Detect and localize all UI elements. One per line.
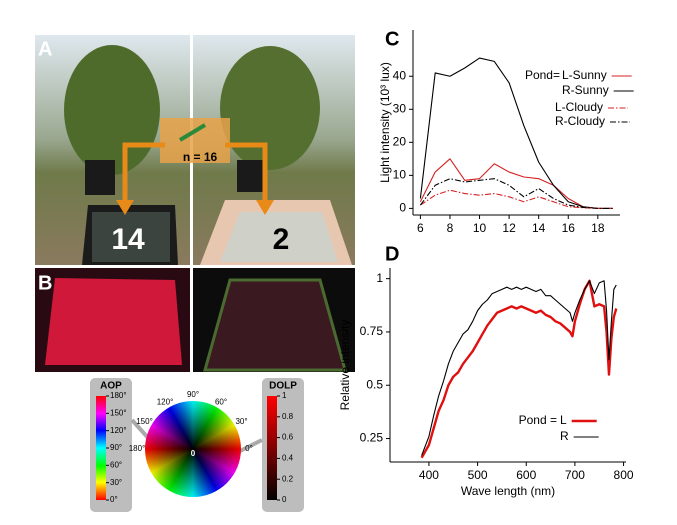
series-line [420, 189, 613, 209]
series-line [420, 279, 618, 459]
legend-label: R [560, 429, 569, 443]
aop-tick-label: 120° [110, 426, 127, 435]
x-tick-label: 600 [516, 468, 536, 482]
aop-bar [96, 396, 106, 500]
x-tick-label: 10 [473, 221, 487, 235]
dolp-tick-label: 0.2 [282, 474, 294, 483]
y-tick-label: 0 [399, 201, 406, 215]
dolp-tick-label: 1 [282, 391, 287, 400]
n-label: n = 16 [183, 150, 218, 164]
panel-label: D [385, 243, 399, 265]
wheel-center-label: 0 [191, 449, 196, 458]
aop-tick-label: 150° [110, 408, 127, 417]
dolp-title: DOLP [269, 381, 297, 392]
panel-label: C [385, 28, 399, 50]
color-wheel [145, 401, 241, 497]
wheel-angle-label: 180° [129, 444, 146, 453]
aop-tick-label: 90° [110, 443, 122, 452]
image-b-right-pond [203, 278, 347, 372]
wheel-angle-label: 90° [187, 390, 199, 399]
y-tick-label: 1 [376, 271, 383, 285]
y-tick-label: 0.25 [360, 431, 384, 445]
x-tick-label: 12 [502, 221, 516, 235]
arrows [116, 118, 274, 215]
series-line [421, 280, 617, 456]
x-tick-label: 800 [614, 468, 634, 482]
aop-tick-label: 30° [110, 478, 122, 487]
x-tick-label: 18 [591, 221, 605, 235]
y-tick-label: 20 [393, 134, 407, 148]
wheel-angle-label: 60° [215, 397, 227, 406]
x-tick-label: 700 [565, 468, 585, 482]
count-label: 14 [111, 223, 145, 256]
dolp-bar [267, 396, 277, 500]
x-tick-label: 14 [532, 221, 546, 235]
image-b-left-pond [45, 278, 182, 365]
y-tick-label: 40 [393, 68, 407, 82]
dolp-tick-label: 0.8 [282, 412, 294, 421]
y-tick-label: 30 [393, 101, 407, 115]
series-line [419, 57, 613, 209]
x-tick-label: 500 [468, 468, 488, 482]
legend-label: L-Cloudy [555, 100, 603, 114]
legend-label: R-Cloudy [555, 114, 605, 128]
panel-label: A [38, 38, 52, 60]
x-axis-label: Wave length (nm) [461, 484, 555, 498]
count-label: 2 [273, 223, 290, 256]
x-tick-label: 8 [447, 221, 454, 235]
aop-title: AOP [100, 381, 122, 392]
aop-tick-label: 60° [110, 460, 122, 469]
dolp-tick-label: 0 [282, 495, 287, 504]
x-tick-label: 16 [562, 221, 576, 235]
dolp-tick-label: 0.4 [282, 454, 294, 463]
aop-tick-label: 180° [110, 391, 127, 400]
y-axis-label: Relative intensity [338, 320, 352, 411]
x-tick-label: 6 [417, 221, 424, 235]
connector [237, 438, 263, 454]
legend-label: L [560, 413, 567, 427]
wheel-angle-label: 120° [157, 397, 174, 406]
wheel-angle-label: 150° [136, 417, 153, 426]
aop-tick-label: 0° [110, 495, 118, 504]
series-line [419, 158, 613, 209]
y-tick-label: 0.75 [360, 324, 384, 338]
y-axis-label: Light intensity (10³ lux) [378, 62, 392, 183]
legend-label: L-Sunny [562, 68, 607, 82]
legend-title: Pond= [525, 68, 560, 82]
series-line [419, 178, 613, 209]
y-tick-label: 10 [393, 168, 407, 182]
legend-title: Pond = [519, 413, 557, 427]
x-tick-label: 400 [419, 468, 439, 482]
y-tick-label: 0.5 [366, 377, 383, 391]
wheel-angle-label: 0° [245, 444, 253, 453]
wheel-angle-label: 30° [235, 417, 247, 426]
panel-label: B [38, 272, 52, 294]
dolp-tick-label: 0.6 [282, 433, 294, 442]
legend-label: R-Sunny [562, 83, 609, 97]
